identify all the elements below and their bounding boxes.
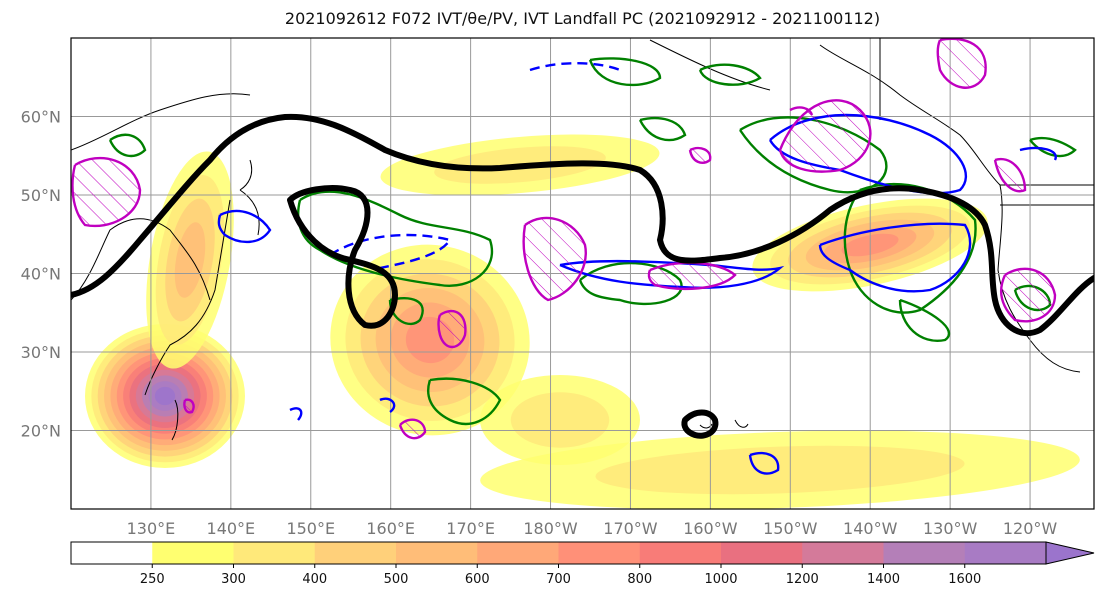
pv-contour-green bbox=[578, 261, 683, 306]
ivt-contour-band bbox=[510, 392, 610, 448]
pv-contour-green bbox=[297, 190, 494, 287]
hatched-region bbox=[523, 217, 586, 300]
colorbar-extend-arrow bbox=[1045, 541, 1095, 565]
pv-contour-blue bbox=[818, 222, 972, 293]
colorbar-swatch bbox=[477, 542, 559, 564]
hatched-region bbox=[72, 158, 140, 226]
coastline bbox=[819, 44, 1001, 186]
coastline bbox=[171, 399, 179, 441]
colorbar-swatch bbox=[558, 542, 641, 564]
colorbar-swatch bbox=[883, 542, 966, 564]
map-frame bbox=[70, 37, 1095, 510]
lon-tick-label: 170°E bbox=[446, 519, 495, 538]
pv-contour-green bbox=[698, 63, 762, 86]
hatched-region bbox=[184, 399, 194, 413]
ivt-contour-band bbox=[154, 386, 176, 406]
colorbar-tick-label: 400 bbox=[302, 572, 327, 587]
lon-tick-label: 130°E bbox=[127, 519, 176, 538]
coastline bbox=[144, 199, 231, 396]
colorbar-tick-label: 1000 bbox=[704, 572, 737, 587]
black-height-contour bbox=[287, 185, 399, 329]
pv-contour-green bbox=[898, 298, 951, 342]
lon-tick-label: 140°W bbox=[843, 519, 898, 538]
ivt-typhoon bbox=[85, 324, 245, 468]
hatched-region bbox=[780, 100, 871, 172]
hatched-region bbox=[400, 419, 425, 439]
lat-tick-label: 40°N bbox=[21, 265, 61, 284]
colorbar-tick-label: 300 bbox=[221, 572, 246, 587]
colorbar-swatch bbox=[314, 542, 397, 564]
lon-tick-label: 150°E bbox=[286, 519, 335, 538]
lat-tick-label: 60°N bbox=[21, 108, 61, 127]
colorbar-tick-label: 1600 bbox=[948, 572, 981, 587]
lon-tick-label: 120°W bbox=[1003, 519, 1058, 538]
colorbar-swatch bbox=[71, 542, 153, 564]
hatched-region bbox=[790, 107, 812, 115]
colorbar-tick-label: 1200 bbox=[786, 572, 819, 587]
colorbar-tick-label: 700 bbox=[546, 572, 571, 587]
colorbar-tick-label: 500 bbox=[384, 572, 409, 587]
pv-contour-blue bbox=[529, 62, 621, 72]
hatched-region bbox=[690, 148, 711, 163]
coastline bbox=[239, 159, 253, 191]
pv-contour-blue bbox=[379, 397, 396, 413]
black-height-contour bbox=[71, 113, 1094, 337]
hatched-region bbox=[1001, 268, 1055, 322]
pv-contour-blue bbox=[559, 259, 785, 290]
lon-tick-label: 160°E bbox=[366, 519, 415, 538]
colorbar-swatch bbox=[721, 542, 803, 564]
coastline bbox=[71, 218, 211, 301]
pv-contour-blue bbox=[329, 233, 452, 270]
colorbar-tick-label: 1400 bbox=[867, 572, 900, 587]
colorbar-tick-label: 600 bbox=[465, 572, 490, 587]
pv-contour-blue bbox=[217, 209, 272, 244]
hatched-region bbox=[937, 38, 986, 88]
pv-contour-green bbox=[108, 133, 147, 158]
coastline bbox=[239, 189, 260, 236]
ivt-subtropic bbox=[480, 375, 640, 465]
pv-contour-blue bbox=[1019, 146, 1057, 161]
pv-contour-green bbox=[388, 297, 424, 326]
colorbar-swatch bbox=[396, 542, 478, 564]
pv-contour-green bbox=[588, 57, 662, 87]
colorbar-swatch bbox=[639, 542, 722, 564]
lon-tick-label: 140°E bbox=[207, 519, 256, 538]
colorbar-swatch bbox=[802, 542, 884, 564]
colorbar-swatch bbox=[233, 542, 316, 564]
ivt-contour-band bbox=[595, 445, 965, 495]
lon-tick-label: 170°W bbox=[603, 519, 658, 538]
hatched-region bbox=[438, 311, 466, 348]
contour-lines bbox=[71, 38, 1094, 475]
lon-tick-label: 130°W bbox=[923, 519, 978, 538]
pv-contour-green bbox=[638, 116, 687, 142]
lon-tick-label: 180°W bbox=[523, 519, 578, 538]
lat-tick-label: 50°N bbox=[21, 186, 61, 205]
pv-contour-green bbox=[427, 377, 502, 426]
colorbar-tick-label: 250 bbox=[140, 572, 165, 587]
latitude-labels: 20°N 30°N 40°N 50°N 60°N bbox=[21, 108, 61, 441]
colorbar-swatch bbox=[152, 542, 234, 564]
pv-contour-blue bbox=[748, 451, 780, 475]
lon-tick-label: 160°W bbox=[683, 519, 738, 538]
lat-tick-label: 20°N bbox=[21, 422, 61, 441]
coastline bbox=[699, 423, 713, 429]
colorbar-tick-label: 800 bbox=[627, 572, 652, 587]
colorbar-swatch bbox=[964, 542, 1047, 564]
ivt-contour-band bbox=[174, 222, 206, 298]
hatched-region bbox=[995, 159, 1025, 192]
pv-contour-green bbox=[1029, 136, 1077, 158]
longitude-labels: 130°E 140°E 150°E 160°E 170°E 180°W 170°W 160°W… bbox=[127, 519, 1058, 538]
coastline bbox=[71, 93, 251, 151]
hatched-region bbox=[648, 262, 735, 289]
chart-title: 2021092612 F072 IVT/θe/PV, IVT Landfall … bbox=[284, 9, 881, 28]
coastline bbox=[734, 419, 749, 428]
pv-contour-blue bbox=[289, 407, 303, 421]
black-height-contour bbox=[681, 409, 719, 439]
lon-tick-label: 150°W bbox=[763, 519, 818, 538]
colorbar: 250 300 400 500 600 700 800 1000 1200 1400 1600 bbox=[70, 541, 1095, 587]
lat-tick-label: 30°N bbox=[21, 343, 61, 362]
